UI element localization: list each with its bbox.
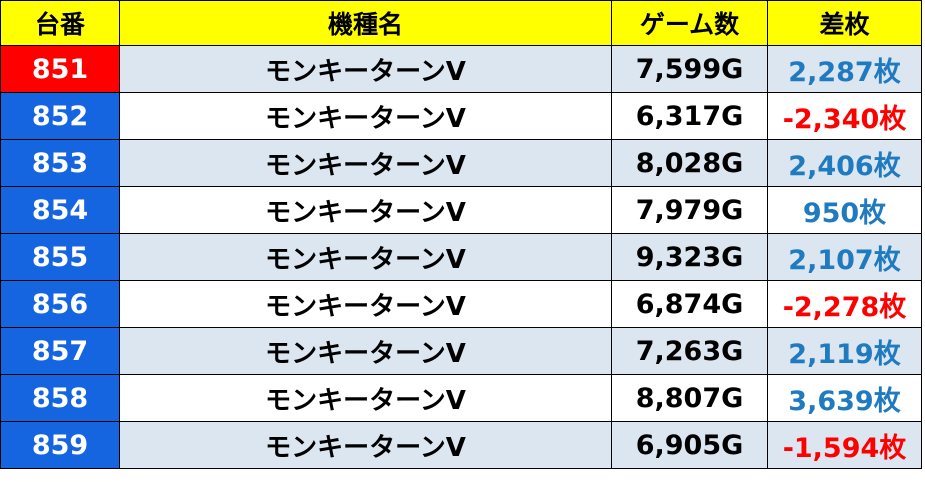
machine-number: 857: [0, 327, 120, 375]
game-count: 7,263G: [611, 327, 768, 375]
table-row: 854 モンキーターンV 7,979G 950枚: [0, 186, 922, 234]
machine-name: モンキーターンV: [119, 186, 612, 234]
medal-difference: 3,639枚: [767, 374, 922, 422]
table-row: 852 モンキーターンV 6,317G -2,340枚: [0, 92, 922, 140]
machine-number: 854: [0, 186, 120, 234]
medal-difference: 2,406枚: [767, 139, 922, 187]
table-row: 856 モンキーターンV 6,874G -2,278枚: [0, 280, 922, 328]
table-row: 855 モンキーターンV 9,323G 2,107枚: [0, 233, 922, 281]
game-count: 6,905G: [611, 421, 768, 469]
machine-name: モンキーターンV: [119, 327, 612, 375]
machine-number: 853: [0, 139, 120, 187]
game-count: 8,807G: [611, 374, 768, 422]
machine-number: 859: [0, 421, 120, 469]
medal-difference: 2,107枚: [767, 233, 922, 281]
machine-name: モンキーターンV: [119, 421, 612, 469]
header-number: 台番: [0, 0, 120, 46]
game-count: 7,979G: [611, 186, 768, 234]
machine-name: モンキーターンV: [119, 139, 612, 187]
machine-number: 855: [0, 233, 120, 281]
slot-results-table: 台番 機種名 ゲーム数 差枚 851 モンキーターンV 7,599G 2,287…: [0, 0, 922, 469]
machine-name: モンキーターンV: [119, 280, 612, 328]
table-row: 851 モンキーターンV 7,599G 2,287枚: [0, 45, 922, 93]
medal-difference: 2,287枚: [767, 45, 922, 93]
header-row: 台番 機種名 ゲーム数 差枚: [0, 0, 922, 46]
machine-number: 856: [0, 280, 120, 328]
game-count: 7,599G: [611, 45, 768, 93]
medal-difference: -2,340枚: [767, 92, 922, 140]
game-count: 6,874G: [611, 280, 768, 328]
machine-name: モンキーターンV: [119, 233, 612, 281]
table-row: 857 モンキーターンV 7,263G 2,119枚: [0, 327, 922, 375]
machine-name: モンキーターンV: [119, 92, 612, 140]
header-diff: 差枚: [767, 0, 922, 46]
game-count: 6,317G: [611, 92, 768, 140]
table-row: 853 モンキーターンV 8,028G 2,406枚: [0, 139, 922, 187]
machine-number: 851: [0, 45, 120, 93]
table-row: 858 モンキーターンV 8,807G 3,639枚: [0, 374, 922, 422]
medal-difference: -1,594枚: [767, 421, 922, 469]
medal-difference: 950枚: [767, 186, 922, 234]
machine-name: モンキーターンV: [119, 374, 612, 422]
header-machine: 機種名: [119, 0, 612, 46]
medal-difference: -2,278枚: [767, 280, 922, 328]
machine-number: 858: [0, 374, 120, 422]
game-count: 8,028G: [611, 139, 768, 187]
game-count: 9,323G: [611, 233, 768, 281]
header-games: ゲーム数: [611, 0, 768, 46]
machine-name: モンキーターンV: [119, 45, 612, 93]
medal-difference: 2,119枚: [767, 327, 922, 375]
machine-number: 852: [0, 92, 120, 140]
table-row: 859 モンキーターンV 6,905G -1,594枚: [0, 421, 922, 469]
